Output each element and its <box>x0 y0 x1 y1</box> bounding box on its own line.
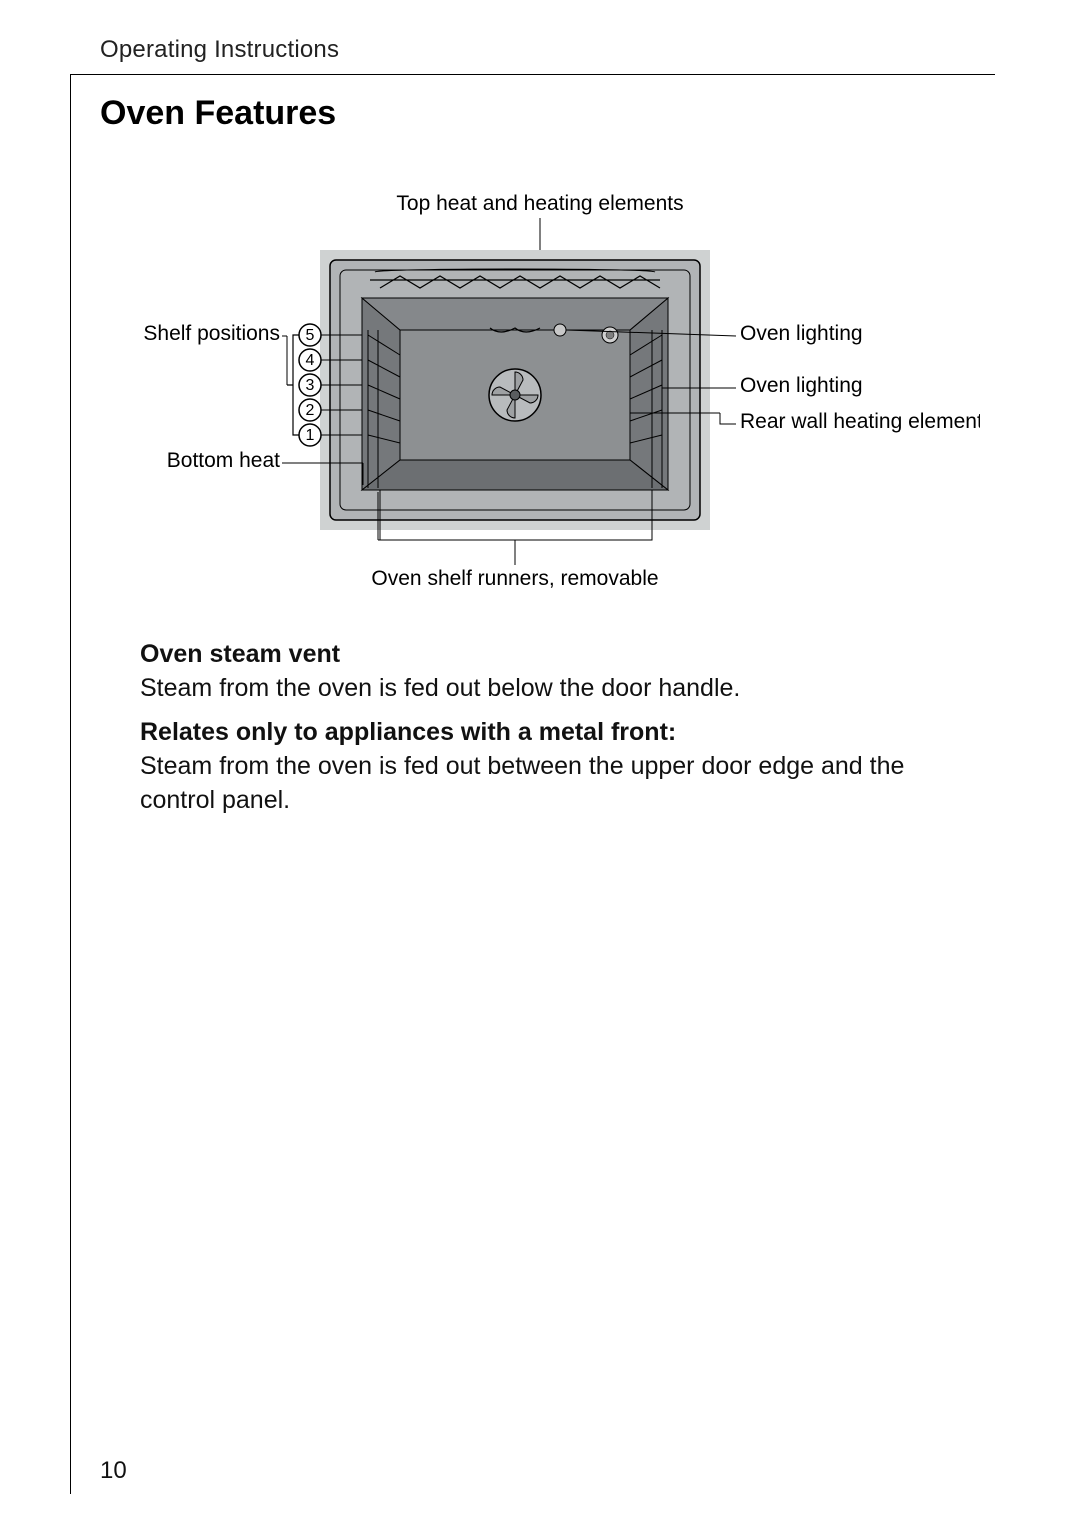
frame-top-rule <box>70 74 995 75</box>
section-p1: Steam from the oven is fed out below the… <box>140 672 960 706</box>
oven-overlay: Oven shelf runners, removable <box>100 180 980 600</box>
section-h2: Relates only to appliances with a metal … <box>140 716 960 750</box>
running-header: Operating Instructions <box>100 36 339 64</box>
diagram-bottom-label: Oven shelf runners, removable <box>371 567 658 590</box>
section-h1: Oven steam vent <box>140 638 960 672</box>
page-number: 10 <box>100 1457 127 1485</box>
section-p2: Steam from the oven is fed out between t… <box>140 750 960 818</box>
oven-diagram: Top heat and heating elements <box>100 180 980 600</box>
page: Operating Instructions Oven Features Top… <box>0 0 1080 1529</box>
page-title: Oven Features <box>100 94 336 133</box>
frame-left-rule <box>70 74 71 1494</box>
